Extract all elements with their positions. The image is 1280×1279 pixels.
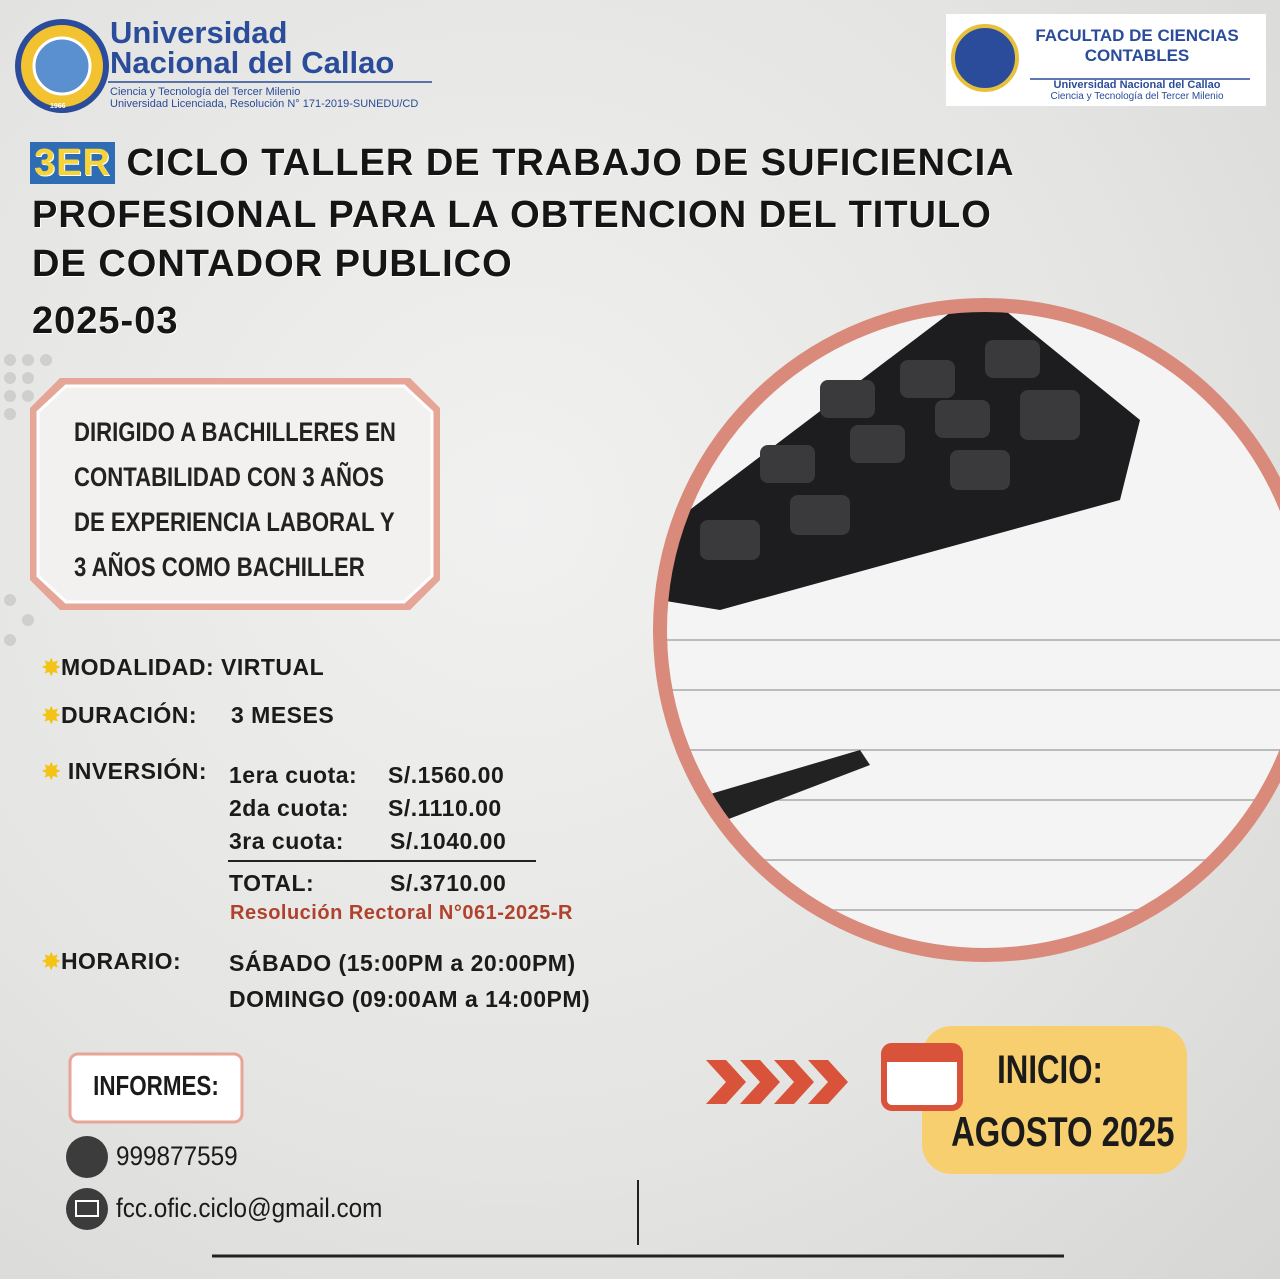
title-line3: DE CONTADOR PUBLICO	[32, 243, 513, 285]
seal-center	[32, 36, 92, 96]
investment: ✸ INVERSIÓN:	[42, 758, 208, 784]
total-amount: S/.3710.00	[390, 870, 507, 896]
calendar-top	[884, 1046, 960, 1062]
installment-name: 2da cuota:	[229, 795, 350, 821]
mail-glyph	[75, 1200, 99, 1217]
audience-line: CONTABILIDAD CON 3 AÑOS	[74, 462, 384, 492]
start-date: AGOSTO 2025	[951, 1108, 1175, 1155]
title-line1: 3ER CICLO TALLER DE TRABAJO DE SUFICIENC…	[30, 142, 1015, 185]
title-line2: PROFESIONAL PARA LA OBTENCION DEL TITULO	[32, 194, 992, 236]
uni-name: Universidad Nacional del Callao	[110, 15, 395, 80]
installment-amount: S/.1040.00	[390, 828, 507, 854]
phone-icon	[66, 1136, 108, 1178]
contact-email[interactable]: fcc.ofic.ciclo@gmail.com	[116, 1193, 383, 1223]
installment-amount: S/.1560.00	[388, 762, 505, 788]
schedule-line: SÁBADO (15:00PM a 20:00PM)	[229, 950, 576, 976]
faculty-name: FACULTAD DE CIENCIAS CONTABLES	[1026, 26, 1248, 66]
faculty-line1: FACULTAD DE CIENCIAS	[1035, 26, 1239, 45]
contact-title: INFORMES:	[93, 1070, 219, 1101]
installment-amount: S/.1110.00	[388, 795, 502, 821]
title-badge: 3ER	[30, 142, 115, 184]
schedule: ✸HORARIO:	[42, 948, 182, 974]
dots	[4, 354, 52, 646]
schedule-line: DOMINGO (09:00AM a 14:00PM)	[229, 986, 591, 1012]
uni-tagline: Ciencia y Tecnología del Tercer Milenio	[110, 86, 301, 98]
modality: ✸MODALIDAD: VIRTUAL	[42, 654, 325, 680]
arrows	[706, 1060, 848, 1104]
start-box	[922, 1026, 1187, 1174]
installment-name: 1era cuota:	[229, 762, 358, 788]
start-label: INICIO:	[997, 1048, 1103, 1092]
title-text: CICLO TALLER DE TRABAJO DE SUFICIENCIA	[126, 142, 1015, 184]
faculty-tagline: Ciencia y Tecnología del Tercer Milenio	[1050, 91, 1224, 102]
faculty-university: Universidad Nacional del Callao	[1053, 79, 1221, 91]
duration: ✸DURACIÓN:	[42, 702, 198, 728]
duration-label: DURACIÓN:	[60, 702, 198, 728]
uni-line1: Universidad	[110, 15, 288, 50]
investment-label: INVERSIÓN:	[67, 758, 208, 784]
modality-text: MODALIDAD: VIRTUAL	[60, 654, 325, 680]
duration-value: 3 MESES	[231, 702, 335, 728]
contact-phone[interactable]: 999877559	[116, 1141, 238, 1171]
resolution: Resolución Rectoral N°061-2025-R	[230, 902, 574, 924]
uni-license: Universidad Licenciada, Resolución N° 17…	[110, 98, 419, 110]
uni-line2: Nacional del Callao	[110, 45, 395, 80]
installment-name: 3ra cuota:	[229, 828, 344, 854]
mail-icon	[66, 1188, 108, 1230]
seal-year: 1966	[50, 103, 66, 110]
total-name: TOTAL:	[229, 870, 315, 896]
schedule-label: HORARIO:	[60, 948, 182, 974]
audience-line: DIRIGIDO A BACHILLERES EN	[74, 417, 396, 447]
audience: DIRIGIDO A BACHILLERES EN CONTABILIDAD C…	[74, 410, 467, 590]
title-period: 2025-03	[32, 300, 179, 342]
frame-inner	[36, 384, 434, 604]
photo	[660, 305, 1280, 955]
faculty-line2: CONTABLES	[1084, 46, 1190, 65]
photo-ring	[653, 298, 1280, 962]
uni-sub: Ciencia y Tecnología del Tercer Milenio …	[110, 86, 418, 110]
faculty-seal	[951, 24, 1019, 92]
faculty-sub: Universidad Nacional del Callao Ciencia …	[1026, 79, 1248, 103]
audience-line: 3 AÑOS COMO BACHILLER	[74, 552, 365, 582]
informes-box	[68, 1052, 244, 1124]
audience-line: DE EXPERIENCIA LABORAL Y	[74, 507, 395, 537]
